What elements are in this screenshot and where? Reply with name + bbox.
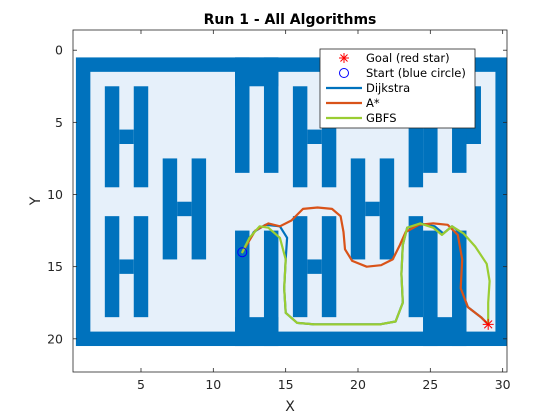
map-wall-block (119, 259, 134, 274)
legend-label: GBFS (366, 111, 397, 125)
markers (237, 247, 494, 330)
x-tick-label: 25 (422, 377, 438, 392)
x-axis-label: X (285, 399, 295, 415)
map-wall-block (365, 201, 380, 217)
legend-label: Dijkstra (366, 81, 410, 95)
path-series (241, 206, 491, 326)
axes-box (72, 29, 508, 373)
legend-item: Start (blue circle) (339, 66, 466, 80)
map-wall-block (191, 158, 207, 260)
goal-marker (482, 318, 494, 330)
axis-ticks: 5 10 15 20 25 30 0 5 10 15 20 (47, 30, 511, 392)
map-wall-block (379, 158, 395, 260)
map-wall-block (235, 317, 279, 347)
y-tick-label: 20 (47, 331, 63, 346)
y-tick-label: 5 (55, 115, 63, 130)
y-axis-label: Y (28, 196, 44, 206)
legend-label: Goal (red star) (366, 51, 450, 65)
x-tick-label: 20 (350, 377, 366, 392)
legend-item: Goal (red star) (339, 51, 450, 65)
map-wall-block (307, 129, 322, 144)
legend-start-marker (339, 68, 349, 78)
legend-item: Dijkstra (326, 81, 410, 95)
x-tick-label: 30 (495, 377, 511, 392)
x-tick-label: 15 (278, 377, 294, 392)
map-wall-block (350, 158, 366, 260)
map-wall-block (162, 158, 178, 260)
x-tick-label: 10 (205, 377, 221, 392)
gbfs-path (241, 222, 491, 326)
legend-item: A* (326, 96, 380, 110)
map-wall-block (321, 216, 337, 318)
map-wall-block (235, 57, 250, 173)
map-wall-block (133, 86, 149, 188)
legend-label: A* (366, 96, 380, 110)
map-wall-block (119, 129, 134, 144)
start-marker (237, 247, 248, 258)
map-wall-block (133, 216, 149, 318)
map-wall-block (408, 216, 424, 318)
chart-title: Run 1 - All Algorithms (204, 12, 377, 28)
legend-label: Start (blue circle) (366, 66, 466, 80)
y-tick-label: 10 (47, 187, 63, 202)
legend-goal-marker (339, 53, 349, 63)
x-tick-label: 5 (137, 377, 145, 392)
astar-path (241, 206, 490, 326)
map-wall-block (307, 259, 322, 274)
map-wall-block (263, 57, 279, 173)
map-wall-block (104, 216, 120, 318)
map-wall-block (292, 216, 308, 318)
map-wall-block (104, 86, 120, 188)
y-tick-label: 15 (47, 259, 63, 274)
legend: Goal (red star)Start (blue circle)Dijkst… (319, 48, 476, 129)
legend-item: GBFS (326, 111, 397, 125)
map-wall-block (292, 86, 308, 188)
map-wall-block (177, 201, 192, 217)
y-tick-label: 0 (55, 43, 63, 58)
map-wall-block (423, 317, 467, 347)
